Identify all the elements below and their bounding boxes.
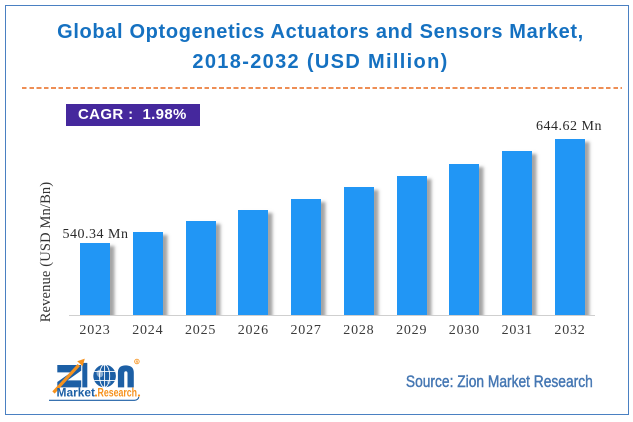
svg-text:Market: Market	[57, 388, 96, 400]
svg-text:Research: Research	[98, 388, 138, 400]
svg-text:R: R	[136, 360, 139, 364]
